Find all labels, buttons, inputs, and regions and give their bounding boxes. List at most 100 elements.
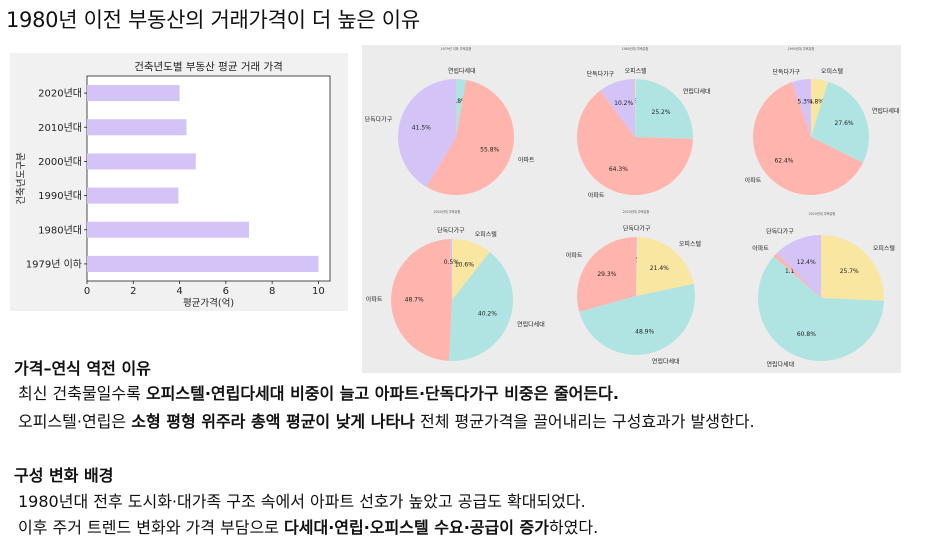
pie-pct-label: 2.8%	[452, 98, 468, 105]
y-tick-label: 2000년대	[38, 156, 82, 168]
pie-slice	[426, 79, 514, 195]
pie-slice-label: 연립다세대	[683, 87, 711, 95]
bar-chart-panel: 건축년도별 부동산 평균 거래 가격 2020년대 2010년대 2000년대 1990…	[10, 53, 348, 311]
x-tick-label: 2	[130, 286, 136, 297]
pie-charts: 1979년 이하 주택유형 2.8% 연립다세대 55.8% 아파트 41.5% 단독다가구…	[365, 46, 900, 369]
bar-chart: 건축년도별 부동산 평균 거래 가격 2020년대 2010년대 2000년대 1990…	[16, 60, 331, 309]
pie-title: 2020년대 주택유형	[809, 211, 836, 216]
pie-pct-label: 60.8%	[797, 331, 816, 338]
pie-pct-label: 0.3%	[629, 256, 645, 263]
pie-slice-label: 연립다세대	[767, 361, 795, 369]
chart-title: 건축년도별 부동산 평균 거래 가격	[134, 60, 283, 73]
pie-slice-label: 아파트	[745, 177, 762, 185]
emphasis-text: 소형 평형 위주라 총액 평균이 낮게 나타나	[131, 412, 415, 431]
body-text: 전체 평균가격을 끌어내리는 구성효과가 발생한다.	[414, 412, 755, 431]
pie-slice-label: 단독다가구	[437, 226, 465, 234]
x-axis-label: 평균가격(억)	[183, 297, 234, 309]
pie-slice	[448, 252, 513, 361]
pie-title: 2000년대 주택유형	[434, 209, 461, 214]
pie-slice	[773, 253, 821, 298]
body-text: 1980년대 전후 도시화·대가족 구조 속에서 아파트 선호가 높았고 공급도…	[18, 492, 586, 511]
y-tick-label: 1990년대	[38, 190, 82, 202]
x-tick-label: 4	[176, 286, 182, 297]
pie-pct-label: 21.4%	[650, 265, 669, 272]
x-tick-label: 8	[269, 286, 275, 297]
pie-slice	[452, 239, 490, 300]
pie-title: 1980년대 주택유형	[622, 46, 649, 51]
section-line: 최신 건축물일수록 오피스텔·연립다세대 비중이 늘고 아파트·단독다가구 비중…	[18, 380, 619, 404]
bar	[87, 221, 249, 238]
pie-pct-label: 48.7%	[405, 297, 424, 304]
y-tick-label: 1979년 이하	[26, 257, 82, 270]
pie-slice-label: 아파트	[752, 245, 769, 253]
pie-slice-label: 단독다가구	[772, 68, 800, 76]
body-text: 이후 주거 트렌드 변화와 가격 부담으로	[18, 518, 285, 537]
pie-slice-label: 연립다세대	[652, 357, 680, 365]
y-tick-label: 2020년대	[38, 88, 82, 100]
pie-slice	[397, 79, 456, 187]
pie-pct-label: 41.5%	[412, 124, 431, 131]
section-line: 오피스텔·연립은 소형 평형 위주라 총액 평균이 낮게 나타나 전체 평균가격…	[18, 408, 755, 432]
pie-slice-label: 단독다가구	[623, 225, 651, 233]
emphasis-text: 다세대·연립·오피스텔 수요·공급이 증가	[284, 518, 549, 537]
pie-slice	[636, 237, 694, 296]
pie-chart: 1979년 이하 주택유형 2.8% 연립다세대 55.8% 아파트 41.5% 단독다가구	[365, 46, 535, 195]
pie-slice	[811, 81, 870, 163]
pie-slice-label: 아파트	[518, 156, 535, 164]
pie-slice-label: 연립다세대	[448, 67, 476, 75]
pie-slice	[776, 235, 821, 298]
pie-slice-label: 오피스텔	[821, 68, 844, 76]
pie-title: 1979년 이하 주택유형	[441, 46, 472, 51]
y-tick-label: 2010년대	[38, 122, 82, 134]
pie-chart: 2010년대 주택유형 0.3% 단독다가구 21.4% 오피스텔 48.9% 연립다세대 2…	[566, 209, 702, 365]
pie-pct-label: 27.6%	[835, 120, 854, 127]
pie-slice	[600, 79, 635, 137]
pie-slice	[635, 79, 637, 137]
pie-slice	[821, 235, 885, 301]
pie-slice-label: 오피스텔	[679, 240, 702, 248]
pie-slice	[758, 256, 884, 361]
pie-slice	[576, 90, 693, 196]
pie-slice-label: 단독다가구	[766, 228, 794, 236]
pie-pct-label: 0.5%	[444, 259, 460, 266]
pie-chart: 2020년대 주택유형 25.7% 오피스텔 60.8% 연립다세대 1.1% 아파트 12.…	[752, 211, 895, 369]
pie-pct-label: 29.3%	[597, 271, 616, 278]
pie-pct-label: 10.6%	[455, 261, 474, 268]
bar	[87, 153, 196, 170]
pie-pct-label: 40.2%	[478, 310, 497, 317]
pie-chart: 1980년대 주택유형 0.3% 오피스텔 25.2% 연립다세대 64.3% 아파트 10.…	[576, 46, 711, 200]
pie-charts-panel: 1979년 이하 주택유형 2.8% 연립다세대 55.8% 아파트 41.5% 단독다가구…	[362, 45, 901, 373]
pie-slice	[579, 283, 695, 355]
pie-slice-label: 아파트	[588, 192, 605, 200]
y-tick-label: 1980년대	[38, 224, 82, 236]
body-text: 오피스텔·연립은	[18, 412, 132, 431]
pie-slice-label: 아파트	[566, 251, 583, 259]
section-heading: 가격–연식 역전 이유	[14, 359, 151, 378]
pie-pct-label: 0.3%	[628, 98, 644, 105]
pie-slice	[450, 239, 452, 300]
bar	[87, 187, 179, 204]
page-title: 1980년 이전 부동산의 거래가격이 더 높은 이유	[6, 8, 420, 32]
pie-slice-label: 오피스텔	[625, 67, 648, 75]
emphasis-text: 오피스텔·연립다세대 비중이 늘고 아파트·단독다가구 비중은 줄어든다.	[145, 384, 619, 403]
y-axis-label: 건축년도구분	[16, 152, 27, 205]
section-line: 이후 주거 트렌드 변화와 가격 부담으로 다세대·연립·오피스텔 수요·공급이…	[18, 514, 598, 538]
x-tick-label: 6	[223, 286, 229, 297]
pie-slice-label: 아파트	[366, 295, 383, 303]
pie-pct-label: 1.1%	[785, 268, 801, 275]
pie-slice	[636, 237, 638, 296]
pie-chart: 2000년대 주택유형 10.6% 오피스텔 40.2% 연립다세대 48.7% 아파트 0.…	[366, 209, 545, 361]
body-text: 하였다.	[548, 518, 599, 537]
pie-slice	[792, 79, 811, 137]
bar	[87, 255, 319, 272]
body-text: 최신 건축물일수록	[18, 384, 146, 403]
pie-pct-label: 62.4%	[774, 158, 793, 165]
pie-pct-label: 10.2%	[614, 100, 633, 107]
pie-slice	[753, 82, 863, 195]
pie-title: 2010년대 주택유형	[623, 209, 650, 214]
pie-slice-label: 단독다가구	[365, 115, 393, 123]
pie-pct-label: 48.9%	[635, 329, 654, 336]
pie-slice	[635, 79, 693, 139]
pie-pct-label: 64.3%	[609, 166, 628, 173]
pie-title: 1990년대 주택유형	[788, 46, 815, 51]
